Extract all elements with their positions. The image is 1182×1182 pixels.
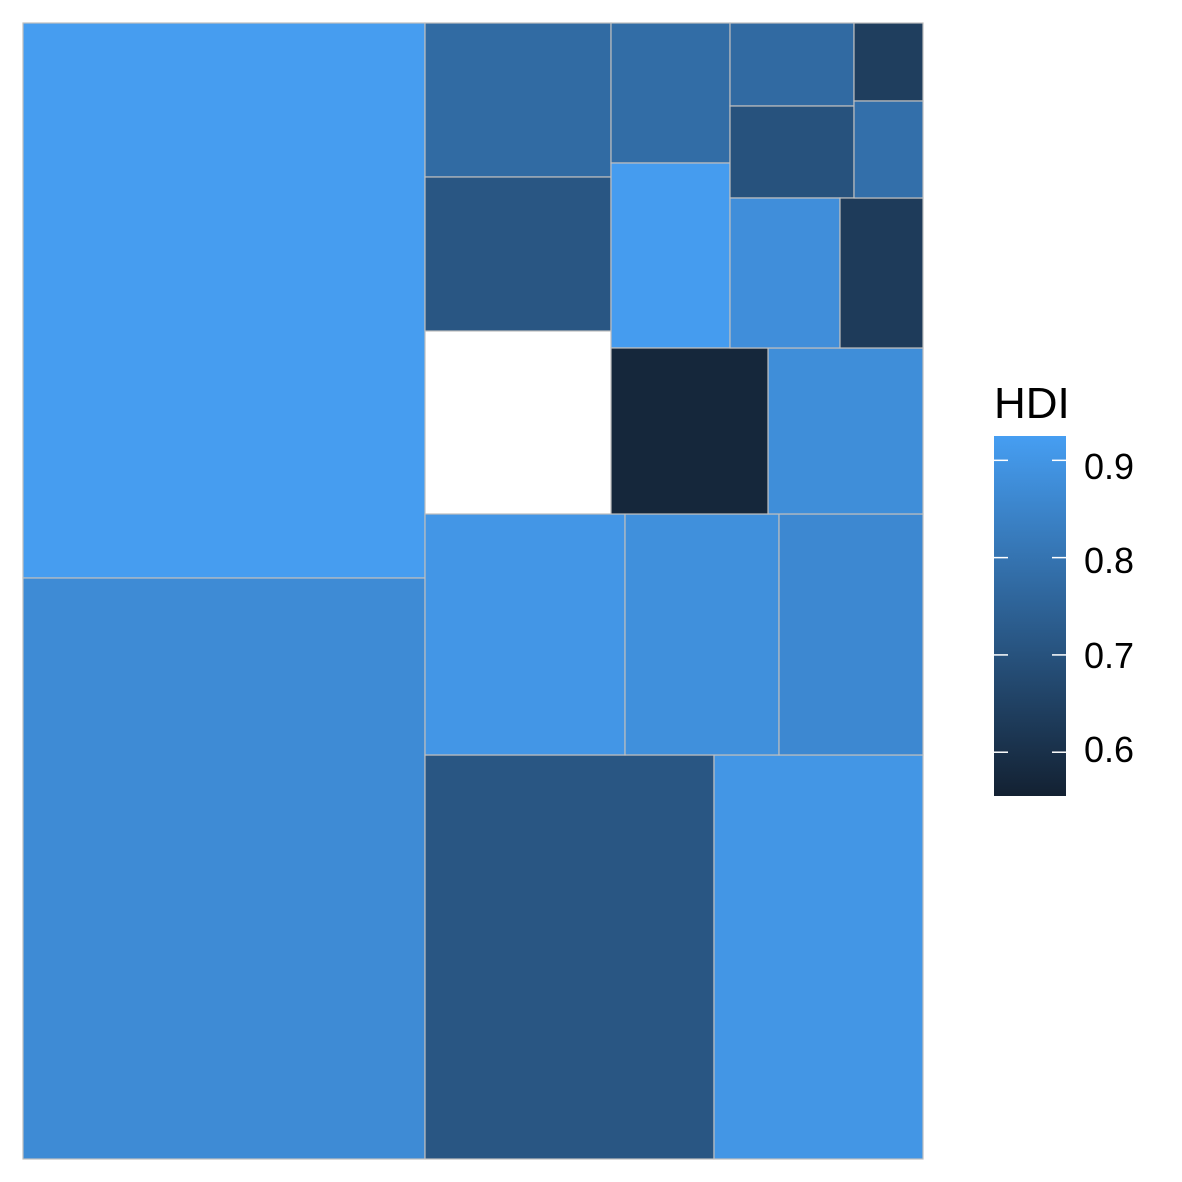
treemap-tile-t13	[610, 347, 769, 515]
treemap-tile-t15	[729, 105, 855, 199]
treemap-tile-t17	[853, 22, 924, 102]
treemap-tile-t08	[624, 513, 780, 756]
treemap-tile-t02	[22, 577, 426, 1160]
treemap-tile-t01	[22, 22, 426, 579]
treemap-tile-t07	[424, 513, 626, 756]
treemap-tile-t09	[778, 513, 924, 756]
treemap-tile-t19	[853, 100, 924, 199]
treemap-tile-t10	[767, 347, 924, 515]
legend-ticks	[994, 459, 1066, 753]
legend-colorbar	[994, 436, 1066, 796]
treemap-tiles	[22, 22, 924, 1160]
legend-label-0.9: 0.9	[1084, 446, 1134, 487]
treemap-tile-t14	[729, 22, 855, 107]
legend-title: HDI	[994, 379, 1070, 428]
treemap-tile-t18	[839, 197, 924, 349]
treemap-tile-t05	[424, 22, 612, 178]
treemap-tile-t06	[424, 176, 612, 332]
treemap-tile-t04	[713, 754, 924, 1160]
legend-label-0.6: 0.6	[1084, 729, 1134, 770]
treemap-tile-t12	[610, 162, 731, 349]
treemap-tile-t16	[729, 197, 841, 349]
legend-label-0.8: 0.8	[1084, 540, 1134, 581]
legend-label-0.7: 0.7	[1084, 635, 1134, 676]
treemap-tile-t03	[424, 754, 715, 1160]
color-legend: HDI 0.9 0.8 0.7 0.6	[994, 379, 1134, 796]
treemap-tile-t11	[610, 22, 731, 164]
